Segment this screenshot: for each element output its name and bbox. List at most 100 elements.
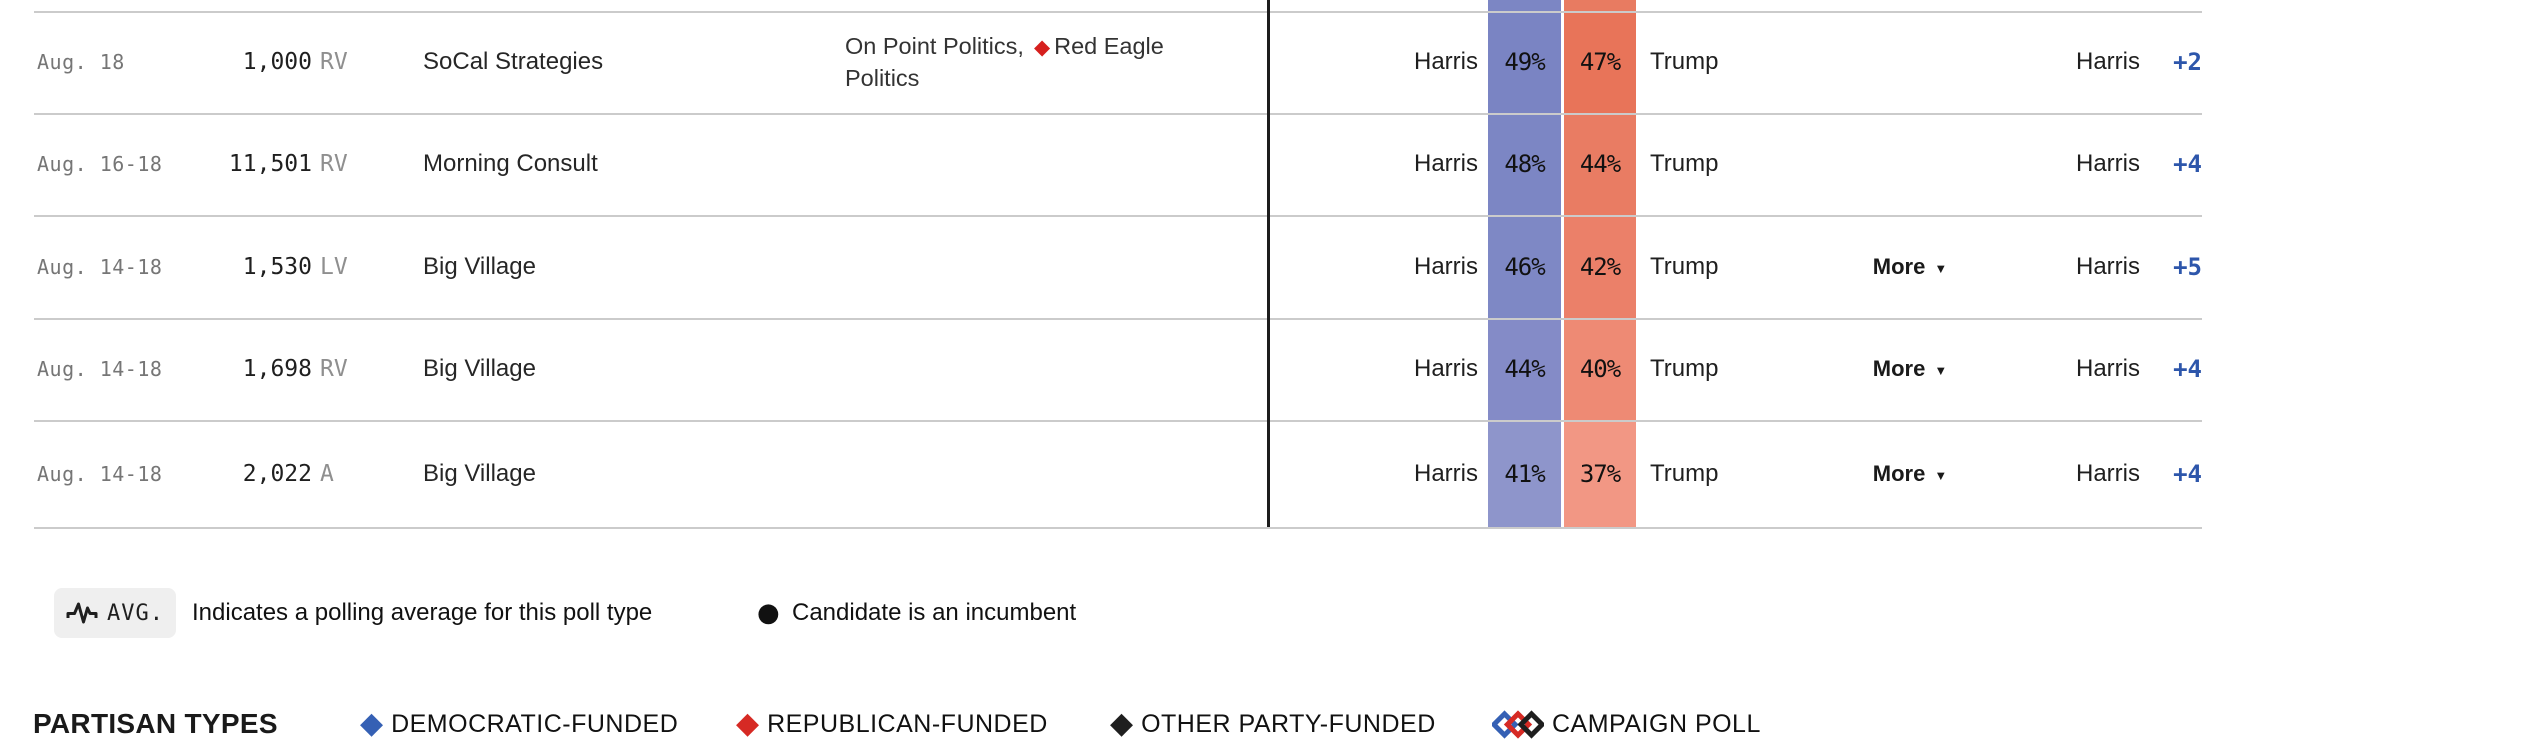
dem-pct-bar: 48%: [1488, 113, 1561, 215]
sample-size: 1,698: [242, 356, 312, 382]
sample-type: LV: [320, 253, 348, 280]
sample-size: 11,501: [228, 151, 312, 177]
row-divider: [34, 318, 2202, 320]
leader-label: Harris: [2076, 459, 2140, 487]
leader-label: Harris: [2076, 355, 2140, 382]
avg-badge-label: AVG.: [107, 600, 164, 626]
avg-legend-text: Indicates a polling average for this pol…: [192, 599, 653, 626]
poll-date: Aug. 14-18: [37, 254, 163, 279]
poll-row: Aug. 16-18 11,501 RV Morning Consult Har…: [0, 113, 2544, 215]
poll-row: Aug. 14-18 1,698 RV Big Village Harris 4…: [0, 318, 2544, 420]
partisan-item-label: DEMOCRATIC-FUNDED: [391, 709, 679, 738]
rep-pct-bar: 40%: [1564, 318, 1636, 420]
sample-type: RV: [320, 49, 348, 75]
incumbent-legend-text: Candidate is an incumbent: [792, 599, 1077, 626]
rep-pct-bar: 47%: [1564, 11, 1636, 113]
leader-label: Harris: [2076, 48, 2140, 75]
dem-pct-bar-partial: [1488, 0, 1561, 11]
caret-down-icon: ▼: [1934, 260, 1948, 276]
polling-average-pulse-icon: [66, 602, 98, 624]
sponsor-cell: On Point Politics, ◆ Red Eagle Politics: [845, 11, 1230, 113]
rep-pct-value: 42%: [1579, 252, 1621, 281]
pollster-link[interactable]: Morning Consult: [423, 150, 598, 177]
more-button[interactable]: More ▼: [1840, 215, 1980, 318]
dem-pct-bar: 49%: [1488, 11, 1561, 113]
campaign-poll-tri-diamond-icon: [1492, 710, 1544, 739]
margin-value: +5: [2173, 252, 2202, 281]
dem-pct-bar: 41%: [1488, 420, 1561, 527]
dem-candidate-label: Harris: [1414, 150, 1478, 177]
poll-row: Aug. 14-18 2,022 A Big Village Harris 41…: [0, 420, 2544, 527]
sponsor-link[interactable]: On Point Politics,: [845, 32, 1024, 59]
rep-pct-value: 40%: [1579, 355, 1621, 383]
other-party-funded-diamond-icon: ◆: [1110, 706, 1134, 741]
margin-value: +4: [2173, 355, 2202, 383]
caret-down-icon: ▼: [1934, 467, 1948, 483]
margin-value: +4: [2173, 459, 2202, 488]
rep-candidate-label: Trump: [1650, 48, 1719, 75]
avg-badge: AVG.: [54, 588, 176, 638]
pollster-link[interactable]: Big Village: [423, 459, 536, 487]
row-divider: [34, 113, 2202, 115]
partisan-types-row: PARTISAN TYPES ◆ DEMOCRATIC-FUNDED ◆ REP…: [0, 700, 2544, 748]
rep-pct-bar: 44%: [1564, 113, 1636, 215]
dem-pct-value: 48%: [1504, 150, 1545, 178]
partisan-types-title: PARTISAN TYPES: [33, 708, 278, 739]
incumbent-dot-icon: ●: [757, 598, 780, 628]
rep-pct-value: 44%: [1579, 150, 1621, 178]
rep-pct-bar: 42%: [1564, 215, 1636, 318]
rep-pct-bar-partial: [1564, 0, 1636, 11]
caret-down-icon: ▼: [1934, 363, 1948, 378]
dem-pct-value: 46%: [1504, 252, 1545, 281]
sample-size: 1,000: [242, 49, 312, 75]
more-button-label: More: [1872, 356, 1926, 381]
dem-candidate-label: Harris: [1414, 459, 1478, 487]
poll-date: Aug. 14-18: [37, 357, 163, 381]
table-bottom-border: [34, 527, 2202, 529]
dem-pct-value: 44%: [1504, 355, 1545, 383]
dem-candidate-label: Harris: [1414, 355, 1478, 382]
legend-item-campaign-poll: CAMPAIGN POLL: [1492, 700, 1761, 748]
rep-candidate-label: Trump: [1650, 355, 1719, 382]
rep-pct-value: 47%: [1579, 48, 1621, 76]
poll-date: Aug. 18: [37, 50, 125, 74]
partisan-item-label: REPUBLICAN-FUNDED: [767, 709, 1048, 738]
dem-pct-bar: 46%: [1488, 215, 1561, 318]
legend-item-republican-funded: ◆ REPUBLICAN-FUNDED: [736, 700, 1048, 748]
sample-size: 2,022: [242, 460, 312, 487]
sponsor-partisan-link[interactable]: Red Eagle Politics: [845, 32, 1164, 91]
pollster-link[interactable]: SoCal Strategies: [423, 48, 604, 75]
more-button[interactable]: More ▼: [1840, 318, 1980, 420]
dem-candidate-label: Harris: [1414, 48, 1478, 75]
rep-candidate-label: Trump: [1650, 252, 1719, 280]
sample-type: A: [320, 460, 334, 487]
poll-row: Aug. 18 1,000 RV SoCal Strategies On Poi…: [0, 11, 2544, 113]
more-button[interactable]: More ▼: [1840, 420, 1980, 527]
margin-value: +2: [2173, 48, 2202, 76]
republican-funded-diamond-icon: ◆: [1033, 34, 1051, 59]
row-divider: [34, 420, 2202, 422]
rep-candidate-label: Trump: [1650, 459, 1719, 487]
partisan-item-label: OTHER PARTY-FUNDED: [1141, 709, 1436, 738]
column-divider-line: [1267, 0, 1270, 527]
legend-item-other-party-funded: ◆ OTHER PARTY-FUNDED: [1110, 700, 1436, 748]
poll-date: Aug. 16-18: [37, 152, 163, 176]
legend-row: AVG. Indicates a polling average for thi…: [0, 588, 2544, 638]
row-divider: [34, 11, 2202, 13]
row-divider: [34, 215, 2202, 217]
margin-value: +4: [2173, 150, 2202, 178]
leader-label: Harris: [2076, 252, 2140, 280]
dem-pct-value: 49%: [1504, 48, 1545, 76]
dem-pct-value: 41%: [1504, 459, 1545, 488]
dem-candidate-label: Harris: [1414, 252, 1478, 280]
more-button-label: More: [1872, 253, 1926, 279]
pollster-link[interactable]: Big Village: [423, 252, 536, 280]
sample-type: RV: [320, 356, 348, 382]
pollster-link[interactable]: Big Village: [423, 355, 536, 382]
democratic-funded-diamond-icon: ◆: [360, 706, 384, 741]
rep-pct-bar: 37%: [1564, 420, 1636, 527]
republican-funded-diamond-icon: ◆: [736, 706, 760, 741]
more-button-label: More: [1872, 460, 1926, 486]
dem-pct-bar: 44%: [1488, 318, 1561, 420]
